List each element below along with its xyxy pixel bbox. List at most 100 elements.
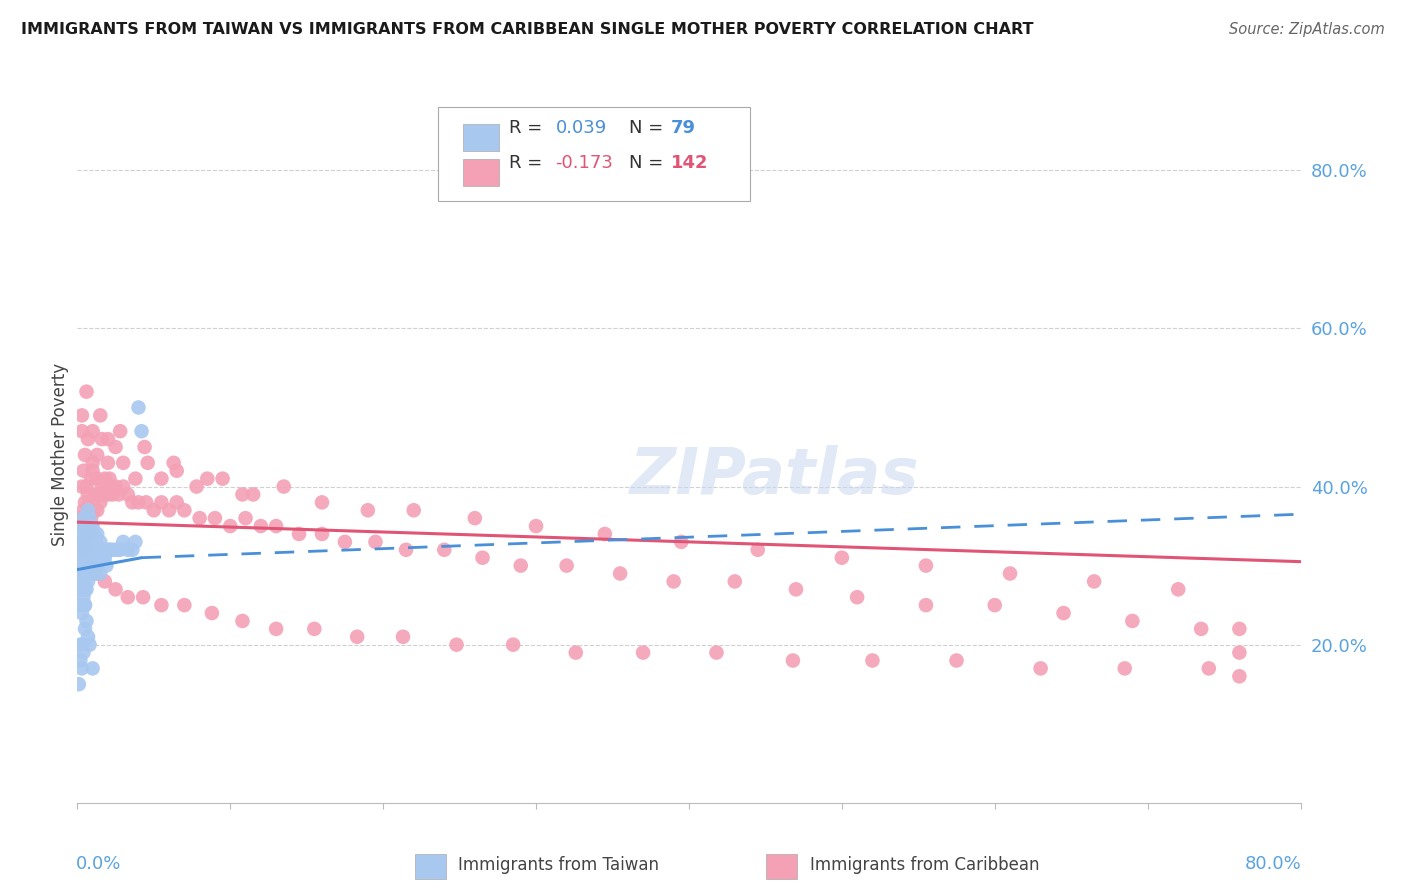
Point [70, 479, 93, 493]
Point [242, 487, 264, 501]
Point [72, 646, 94, 660]
Point [89, 534, 111, 549]
Point [346, 630, 368, 644]
Point [166, 495, 188, 509]
Point [1198, 661, 1220, 675]
Point [86, 472, 108, 486]
Point [73, 527, 96, 541]
Point [79, 495, 101, 509]
Point [77, 558, 100, 573]
Point [108, 424, 131, 438]
Point [1229, 646, 1251, 660]
Point [76, 534, 98, 549]
Point [984, 598, 1007, 612]
Text: Immigrants from Caribbean: Immigrants from Caribbean [810, 856, 1039, 874]
Point [70, 534, 93, 549]
Point [97, 456, 120, 470]
Point [264, 519, 287, 533]
Point [195, 472, 218, 486]
Point [72, 591, 94, 605]
Point [402, 503, 425, 517]
Point [80, 542, 103, 557]
Point [84, 566, 107, 581]
Point [82, 424, 104, 438]
Point [142, 503, 165, 517]
Point [915, 598, 938, 612]
Point [117, 542, 139, 557]
Point [1052, 606, 1074, 620]
Point [128, 495, 150, 509]
Point [72, 542, 94, 557]
Point [186, 479, 208, 493]
Point [77, 542, 100, 557]
Point [219, 519, 242, 533]
Point [231, 487, 253, 501]
Point [70, 519, 93, 533]
Point [121, 542, 143, 557]
Point [706, 646, 728, 660]
Point [83, 503, 105, 517]
Text: Source: ZipAtlas.com: Source: ZipAtlas.com [1229, 22, 1385, 37]
Point [998, 566, 1021, 581]
Point [94, 574, 117, 589]
Point [201, 606, 224, 620]
Point [73, 448, 96, 462]
Point [94, 550, 117, 565]
Point [73, 622, 96, 636]
Point [79, 527, 101, 541]
Point [79, 534, 101, 549]
Point [264, 622, 287, 636]
Point [82, 464, 104, 478]
Point [80, 472, 103, 486]
Point [90, 550, 112, 565]
Point [72, 503, 94, 517]
Point [80, 558, 103, 573]
Point [76, 479, 98, 493]
Point [231, 614, 253, 628]
Point [235, 511, 257, 525]
Point [70, 534, 93, 549]
Point [69, 638, 91, 652]
Text: Immigrants from Taiwan: Immigrants from Taiwan [458, 856, 659, 874]
Point [555, 558, 578, 573]
Point [502, 638, 524, 652]
Point [72, 574, 94, 589]
Text: ZIPatlas: ZIPatlas [630, 445, 920, 507]
Point [96, 479, 118, 493]
Point [104, 440, 127, 454]
Point [82, 542, 104, 557]
Point [76, 550, 98, 565]
Text: 0.039: 0.039 [555, 119, 607, 136]
Point [80, 519, 103, 533]
Text: IMMIGRANTS FROM TAIWAN VS IMMIGRANTS FROM CARIBBEAN SINGLE MOTHER POVERTY CORREL: IMMIGRANTS FROM TAIWAN VS IMMIGRANTS FRO… [21, 22, 1033, 37]
Point [72, 511, 94, 525]
Point [77, 432, 100, 446]
Point [70, 409, 93, 423]
Point [73, 495, 96, 509]
Point [135, 495, 157, 509]
Point [98, 472, 121, 486]
Point [357, 503, 380, 517]
Point [392, 630, 415, 644]
Point [82, 519, 104, 533]
Point [79, 566, 101, 581]
Point [77, 503, 100, 517]
Point [112, 456, 135, 470]
Point [77, 511, 100, 525]
Point [86, 448, 108, 462]
Point [90, 479, 112, 493]
Point [94, 472, 117, 486]
Point [395, 542, 418, 557]
Point [69, 527, 91, 541]
Point [1121, 614, 1143, 628]
Point [84, 566, 107, 581]
Point [69, 558, 91, 573]
Point [76, 614, 98, 628]
Point [69, 598, 91, 612]
Point [82, 456, 104, 470]
Point [288, 527, 311, 541]
Point [747, 542, 769, 557]
Point [131, 424, 153, 438]
Point [76, 542, 98, 557]
Point [91, 487, 114, 501]
